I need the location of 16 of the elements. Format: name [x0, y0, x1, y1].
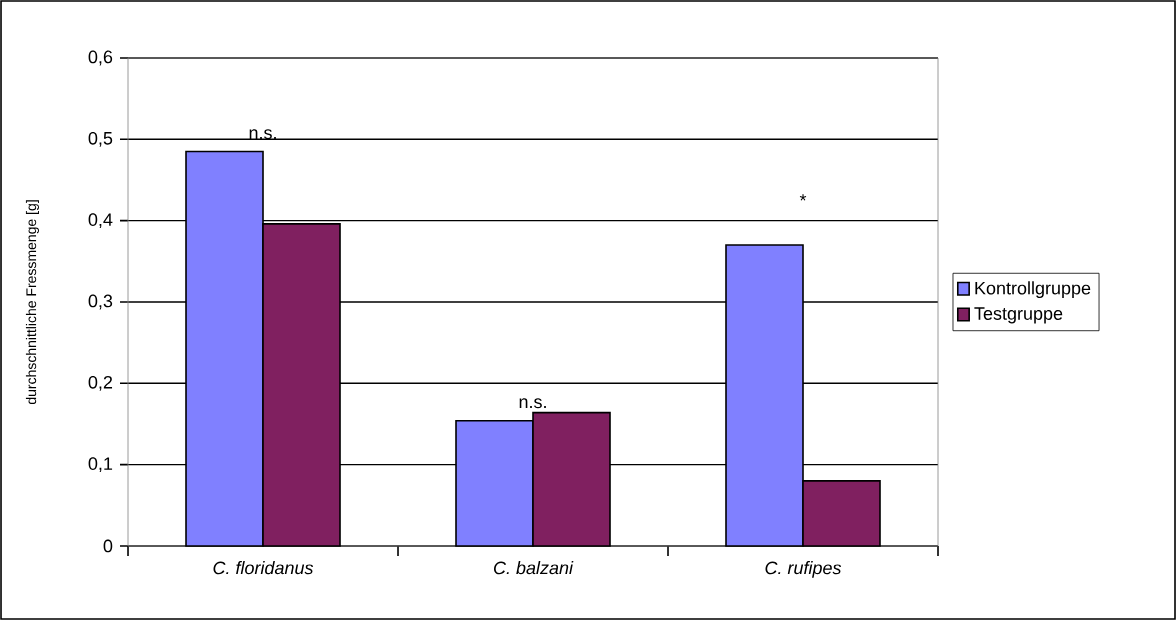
annotation: n.s. — [519, 398, 546, 409]
x-tick-label: C. balzani — [493, 561, 574, 575]
legend-label: Kontrollgruppe — [975, 281, 1091, 299]
y-tick-label: 0,5 — [88, 131, 113, 147]
y-tick-label: 0,3 — [88, 294, 113, 310]
x-tick-label: C. rufipes — [765, 561, 842, 578]
y-tick-label: 0,4 — [88, 213, 113, 229]
annotation: n.s. — [249, 129, 276, 140]
y-tick-label: 0,6 — [88, 50, 113, 66]
legend-label: Testgruppe — [974, 307, 1063, 324]
annotation: * — [799, 194, 807, 201]
y-tick-label: 0,2 — [88, 375, 113, 391]
y-tick-label: 0,1 — [88, 457, 113, 473]
x-tick-label: C. floridanus — [213, 561, 314, 575]
y-tick-label: 0 — [103, 539, 113, 553]
y-axis-title: durchschnittliche Fressmenge [g] — [25, 200, 39, 405]
